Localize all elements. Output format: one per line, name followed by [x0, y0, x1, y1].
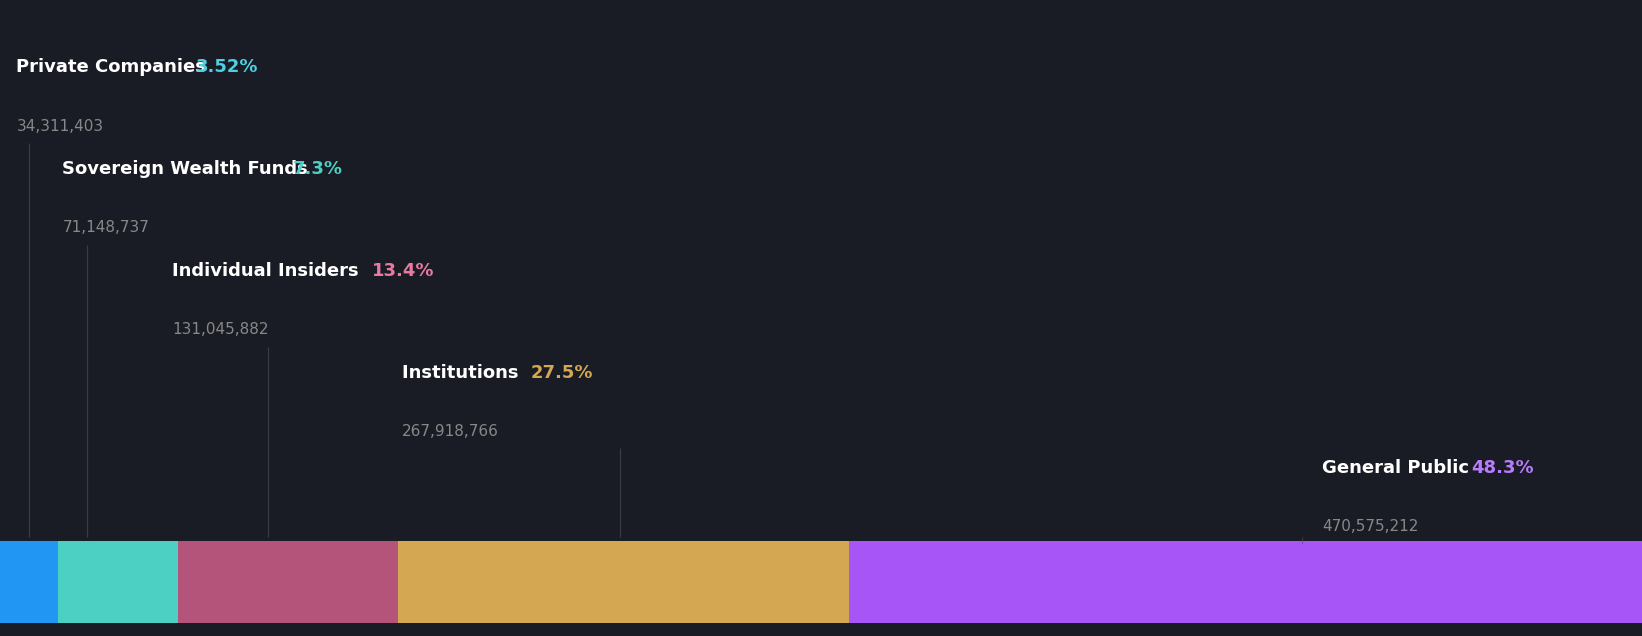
Text: Sovereign Wealth Funds: Sovereign Wealth Funds [62, 160, 314, 178]
Text: 71,148,737: 71,148,737 [62, 220, 149, 235]
Bar [397, 541, 849, 623]
Bar [57, 541, 177, 623]
Text: 470,575,212: 470,575,212 [1322, 519, 1419, 534]
Bar [0, 541, 57, 623]
Text: 13.4%: 13.4% [373, 262, 435, 280]
Text: Individual Insiders: Individual Insiders [172, 262, 365, 280]
Text: 7.3%: 7.3% [292, 160, 343, 178]
Text: General Public: General Public [1322, 459, 1475, 477]
Text: 48.3%: 48.3% [1471, 459, 1534, 477]
Bar [177, 541, 397, 623]
Bar [849, 541, 1642, 623]
Text: Institutions: Institutions [402, 364, 525, 382]
Text: 131,045,882: 131,045,882 [172, 322, 269, 337]
Text: 34,311,403: 34,311,403 [16, 118, 103, 134]
Text: Private Companies: Private Companies [16, 59, 212, 76]
Text: 267,918,766: 267,918,766 [402, 424, 499, 439]
Text: 27.5%: 27.5% [530, 364, 593, 382]
Text: 3.52%: 3.52% [195, 59, 258, 76]
